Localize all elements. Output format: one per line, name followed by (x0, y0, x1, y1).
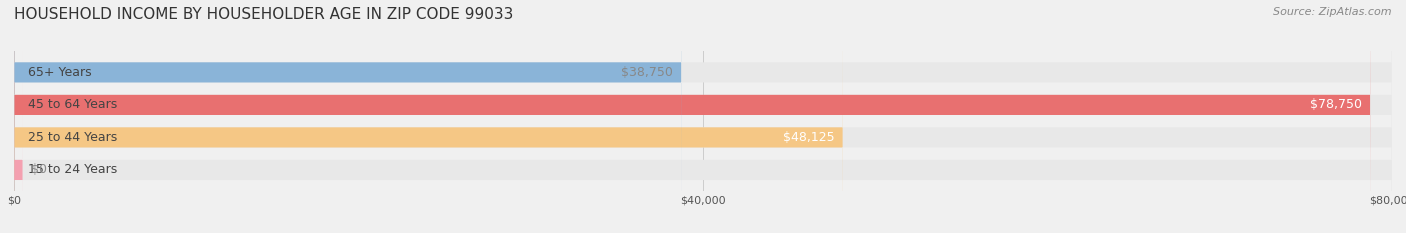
Text: $48,125: $48,125 (783, 131, 834, 144)
Text: 15 to 24 Years: 15 to 24 Years (28, 163, 117, 176)
Text: HOUSEHOLD INCOME BY HOUSEHOLDER AGE IN ZIP CODE 99033: HOUSEHOLD INCOME BY HOUSEHOLDER AGE IN Z… (14, 7, 513, 22)
Text: Source: ZipAtlas.com: Source: ZipAtlas.com (1274, 7, 1392, 17)
FancyBboxPatch shape (14, 0, 1392, 233)
Text: $78,750: $78,750 (1310, 98, 1362, 111)
FancyBboxPatch shape (14, 0, 1392, 233)
Text: $38,750: $38,750 (621, 66, 673, 79)
Text: 45 to 64 Years: 45 to 64 Years (28, 98, 117, 111)
Text: 65+ Years: 65+ Years (28, 66, 91, 79)
FancyBboxPatch shape (14, 17, 22, 233)
FancyBboxPatch shape (14, 0, 1392, 233)
FancyBboxPatch shape (14, 0, 1392, 233)
Text: $0: $0 (31, 163, 48, 176)
FancyBboxPatch shape (14, 0, 844, 233)
FancyBboxPatch shape (14, 0, 1371, 233)
Text: 25 to 44 Years: 25 to 44 Years (28, 131, 117, 144)
FancyBboxPatch shape (14, 0, 682, 233)
